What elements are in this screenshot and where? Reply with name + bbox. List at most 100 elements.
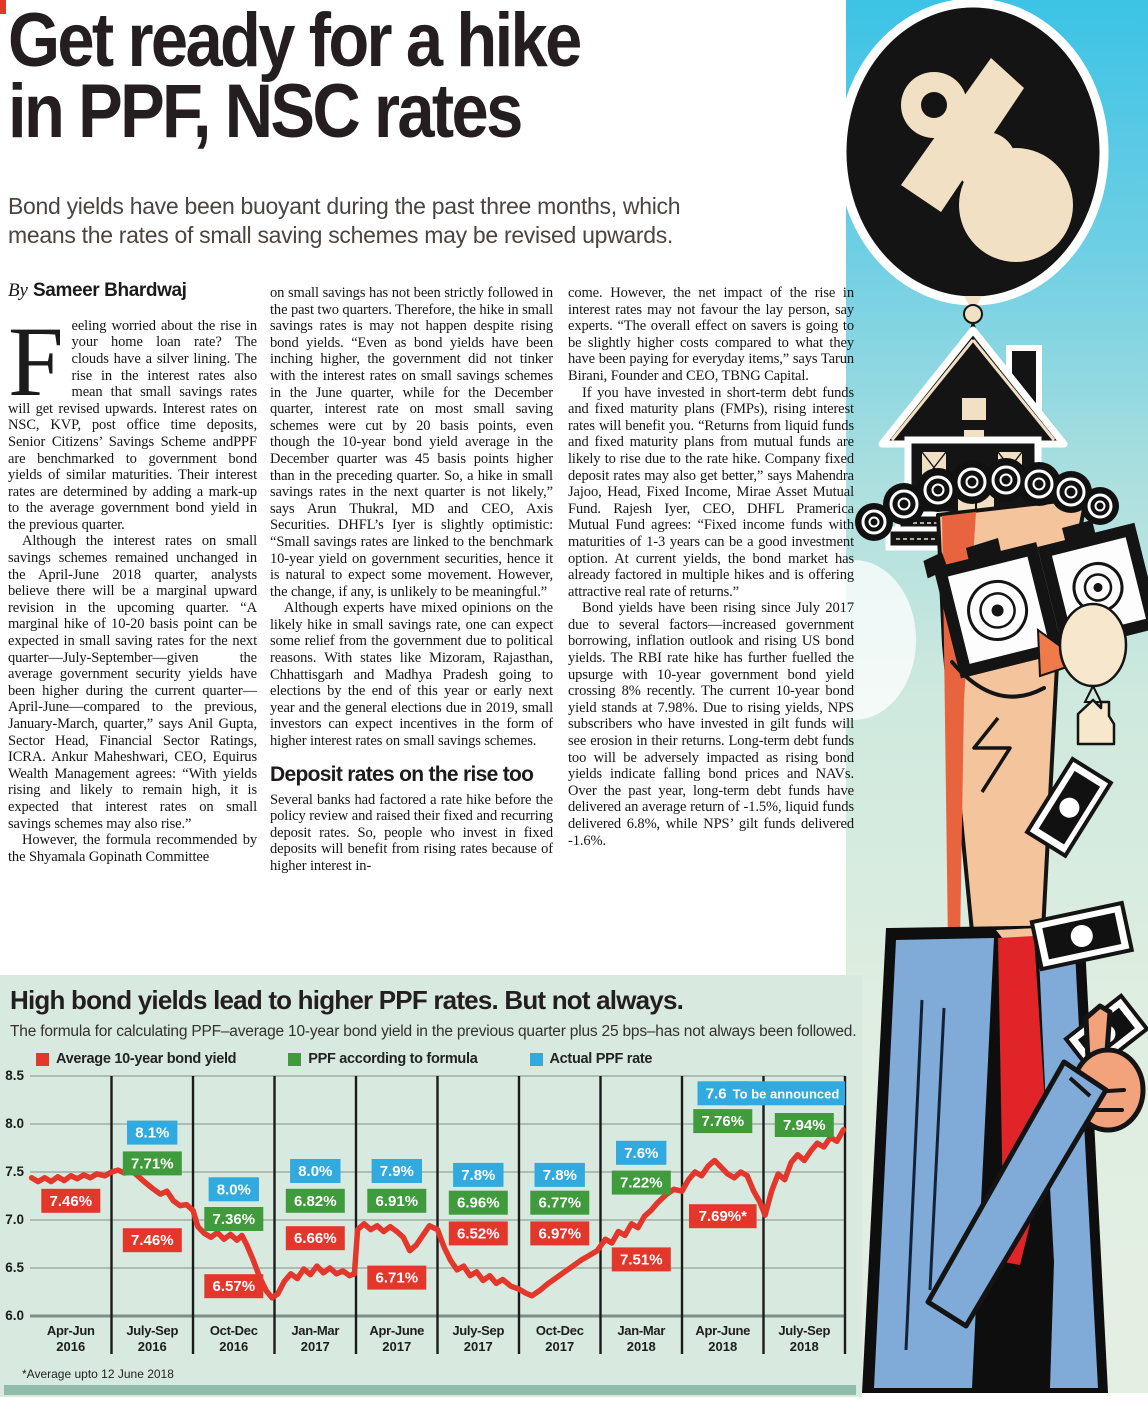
- data-label-formula: 6.82%: [294, 1193, 337, 1210]
- x-tick-label: July-Sep: [452, 1323, 504, 1338]
- data-label-formula: 7.36%: [213, 1211, 256, 1228]
- teal-bottom-bar: [4, 1385, 856, 1395]
- x-tick-label: July-Sep: [126, 1323, 178, 1338]
- data-label-bond: 6.97%: [539, 1225, 582, 1242]
- x-tick-label: Apr-Jun: [47, 1323, 95, 1338]
- data-label-bond: 6.66%: [294, 1230, 337, 1247]
- title-line-1: Get ready for a hike: [8, 0, 582, 83]
- data-label-formula: 7.71%: [131, 1155, 174, 1172]
- paragraph: come. However, the net impact of the ris…: [568, 285, 854, 384]
- data-label-box-formula: [774, 1113, 834, 1137]
- x-tick-year: 2017: [382, 1339, 411, 1354]
- paragraph-text: eeling worried about the rise in your ho…: [8, 317, 257, 533]
- data-label-actual: 7.9%: [380, 1163, 414, 1180]
- x-tick-year: 2018: [627, 1339, 656, 1354]
- arm-and-hand: [925, 993, 1148, 1329]
- data-label-box-actual: [727, 1081, 845, 1106]
- x-tick-year: 2018: [790, 1339, 819, 1354]
- data-label-formula: 7.76%: [702, 1113, 745, 1130]
- chart-panel: High bond yields lead to higher PPF rate…: [0, 975, 862, 1397]
- x-tick-year: 2017: [464, 1339, 493, 1354]
- banknote-icon: [1024, 756, 1114, 859]
- y-tick-label: 6.0: [5, 1308, 24, 1323]
- data-label-box-actual: [127, 1120, 178, 1145]
- data-label-box-bond: [367, 1265, 427, 1290]
- x-tick-label: Apr-June: [369, 1323, 424, 1338]
- x-tick-label: July-Sep: [778, 1323, 830, 1338]
- article-column-2: on small savings has not been strictly f…: [270, 285, 553, 875]
- legend-label: Actual PPF rate: [549, 1051, 653, 1067]
- bottom-margin: [846, 1393, 1148, 1403]
- paragraph: Although the interest rates on small sav…: [8, 533, 257, 832]
- y-tick-label: 6.5: [5, 1260, 24, 1275]
- data-label-actual: 7.8%: [543, 1167, 577, 1184]
- balloon-house-sketch-icon: [1058, 602, 1128, 746]
- y-tick-label: 8.0: [5, 1116, 24, 1131]
- drop-cap: F: [8, 305, 64, 417]
- x-tick-year: 2018: [708, 1339, 737, 1354]
- title-line-2: in PPF, NSC rates: [8, 68, 523, 154]
- paragraph: If you have invested in short-term debt …: [568, 384, 854, 600]
- data-label-bond: 7.69%*: [699, 1208, 748, 1225]
- paragraph: on small savings has not been strictly f…: [270, 285, 553, 600]
- data-label-box-bond: [204, 1274, 264, 1299]
- data-label-formula: 7.94%: [783, 1117, 826, 1134]
- data-label-formula: 6.77%: [539, 1195, 582, 1212]
- smile: [950, 660, 1046, 699]
- data-label-box-bond: [689, 1204, 757, 1229]
- chin-zigzag: [972, 716, 1012, 793]
- byline: By Sameer Bhardwaj: [8, 280, 257, 302]
- data-label-bond: 6.52%: [457, 1225, 500, 1242]
- data-label-actual: 8.0%: [217, 1181, 251, 1198]
- data-label-box-actual: [290, 1159, 341, 1183]
- data-label-box-formula: [285, 1188, 345, 1213]
- red-corner-mark: [0, 0, 6, 14]
- chart-footnote: *Average upto 12 June 2018: [22, 1367, 174, 1381]
- data-label-bond: 7.51%: [620, 1251, 663, 1268]
- data-label-box-formula: [367, 1188, 427, 1213]
- data-label-box-actual: [371, 1159, 422, 1183]
- data-label-box-actual: [616, 1140, 667, 1165]
- legend-item-formula: PPF according to formula: [288, 1051, 478, 1067]
- data-label-box-formula: [693, 1109, 753, 1134]
- percent-balloon-icon: [837, 0, 1109, 324]
- data-label-formula: 6.96%: [457, 1195, 500, 1212]
- x-tick-label: Jan-Mar: [617, 1323, 665, 1338]
- paragraph: Bond yields have been rising since July …: [568, 600, 854, 849]
- data-label-formula: 6.91%: [376, 1193, 419, 1210]
- x-tick-label: Apr-June: [695, 1323, 750, 1338]
- data-label-box-bond: [448, 1221, 508, 1246]
- curly-hair-icon: [855, 458, 1119, 541]
- section-heading: Deposit rates on the rise too: [270, 762, 534, 786]
- article-column-3: come. However, the net impact of the ris…: [568, 285, 854, 849]
- byline-prefix: By: [8, 280, 28, 301]
- banknote-icon: [1029, 900, 1135, 972]
- legend-item-actual: Actual PPF rate: [529, 1051, 653, 1067]
- balloon-man-illustration: [792, 0, 1148, 1403]
- legend-swatch-icon: [529, 1052, 543, 1066]
- data-label-bond: 7.46%: [131, 1232, 174, 1249]
- chart-subtitle: The formula for calculating PPF–average …: [10, 1023, 857, 1040]
- legend-item-bond: Average 10-year bond yield: [36, 1051, 237, 1067]
- data-label-box-actual: [534, 1162, 585, 1187]
- data-label-formula: 7.22%: [620, 1175, 663, 1192]
- data-label-box-bond: [285, 1226, 345, 1251]
- data-label-box-formula: [122, 1151, 182, 1176]
- chart-legend: Average 10-year bond yield PPF according …: [36, 1051, 652, 1067]
- y-tick-label: 7.0: [5, 1212, 24, 1227]
- paragraph: However, the formula recommended by the …: [8, 832, 257, 865]
- data-label-bond: 6.57%: [213, 1278, 256, 1295]
- illustration-column: [792, 0, 1148, 1403]
- data-label-box-formula: [448, 1190, 508, 1215]
- data-label-actual: 7.6%: [624, 1145, 658, 1162]
- data-label-box-bond: [41, 1188, 101, 1213]
- data-label-box-bond: [530, 1221, 590, 1246]
- data-label-actual: 8.0%: [298, 1163, 332, 1180]
- x-tick-label: Oct-Dec: [536, 1323, 584, 1338]
- x-tick-year: 2017: [545, 1339, 574, 1354]
- bond-yield-line: [28, 1127, 847, 1301]
- glasses-icon: [923, 522, 1148, 679]
- data-label-box-formula: [611, 1170, 671, 1195]
